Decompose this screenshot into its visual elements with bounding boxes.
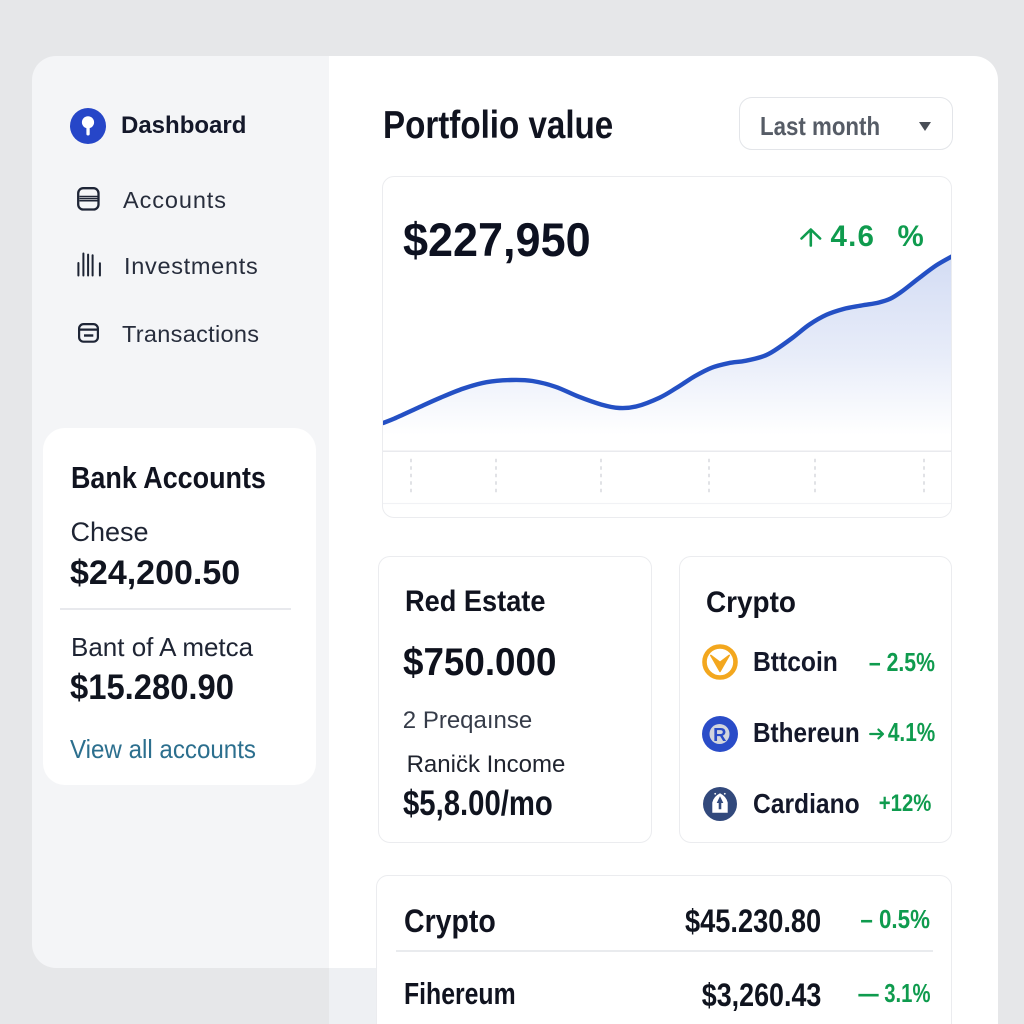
svg-text:R: R bbox=[713, 724, 726, 745]
